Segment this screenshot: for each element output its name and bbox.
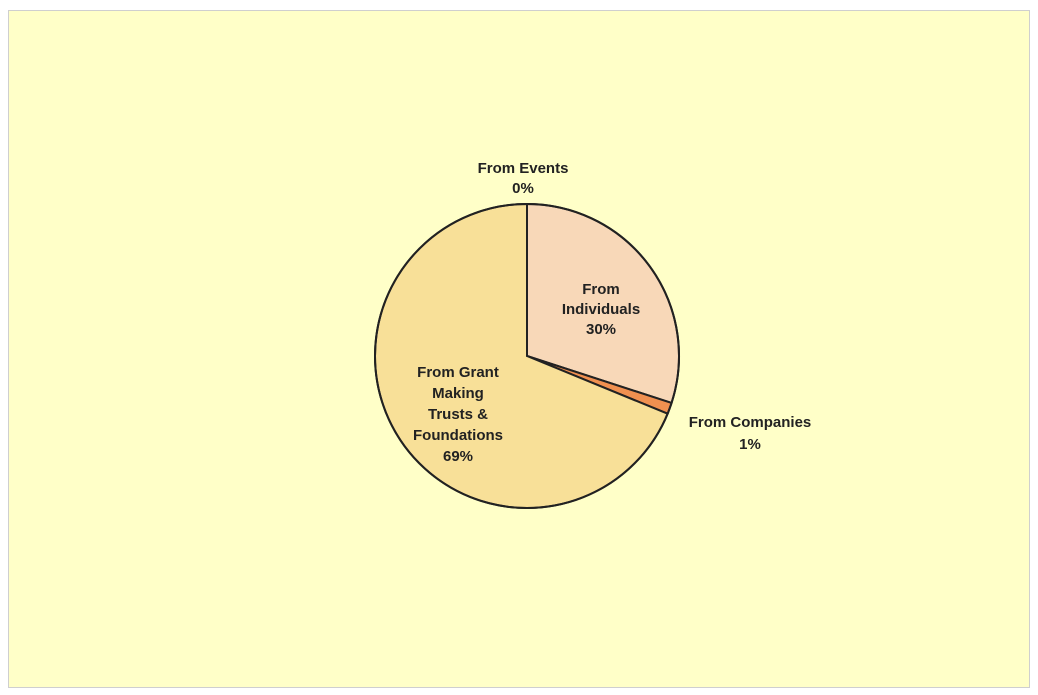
chart-area: From Individuals 30% From Companies 1% F…	[8, 10, 1030, 688]
pie-chart: From Individuals 30% From Companies 1% F…	[374, 160, 812, 509]
pie-slices	[374, 203, 680, 509]
label-companies: From Companies 1%	[689, 414, 812, 453]
label-events: From Events 0%	[478, 160, 569, 197]
label-events-value: 0%	[512, 180, 534, 197]
label-grant-line2: Making	[432, 385, 484, 402]
label-individuals-line1: From	[582, 281, 620, 298]
label-companies-line1: From Companies	[689, 414, 812, 431]
label-individuals-value: 30%	[586, 321, 616, 338]
label-individuals-line2: Individuals	[562, 301, 640, 318]
label-companies-value: 1%	[739, 436, 761, 453]
label-grant-line3: Trusts &	[428, 406, 488, 423]
pie-outline	[374, 203, 680, 509]
label-events-line1: From Events	[478, 160, 569, 177]
label-grant-trusts: From Grant Making Trusts & Foundations 6…	[413, 364, 503, 465]
label-grant-line1: From Grant	[417, 364, 499, 381]
label-grant-line4: Foundations	[413, 427, 503, 444]
label-grant-value: 69%	[443, 448, 473, 465]
label-individuals: From Individuals 30%	[562, 281, 640, 338]
